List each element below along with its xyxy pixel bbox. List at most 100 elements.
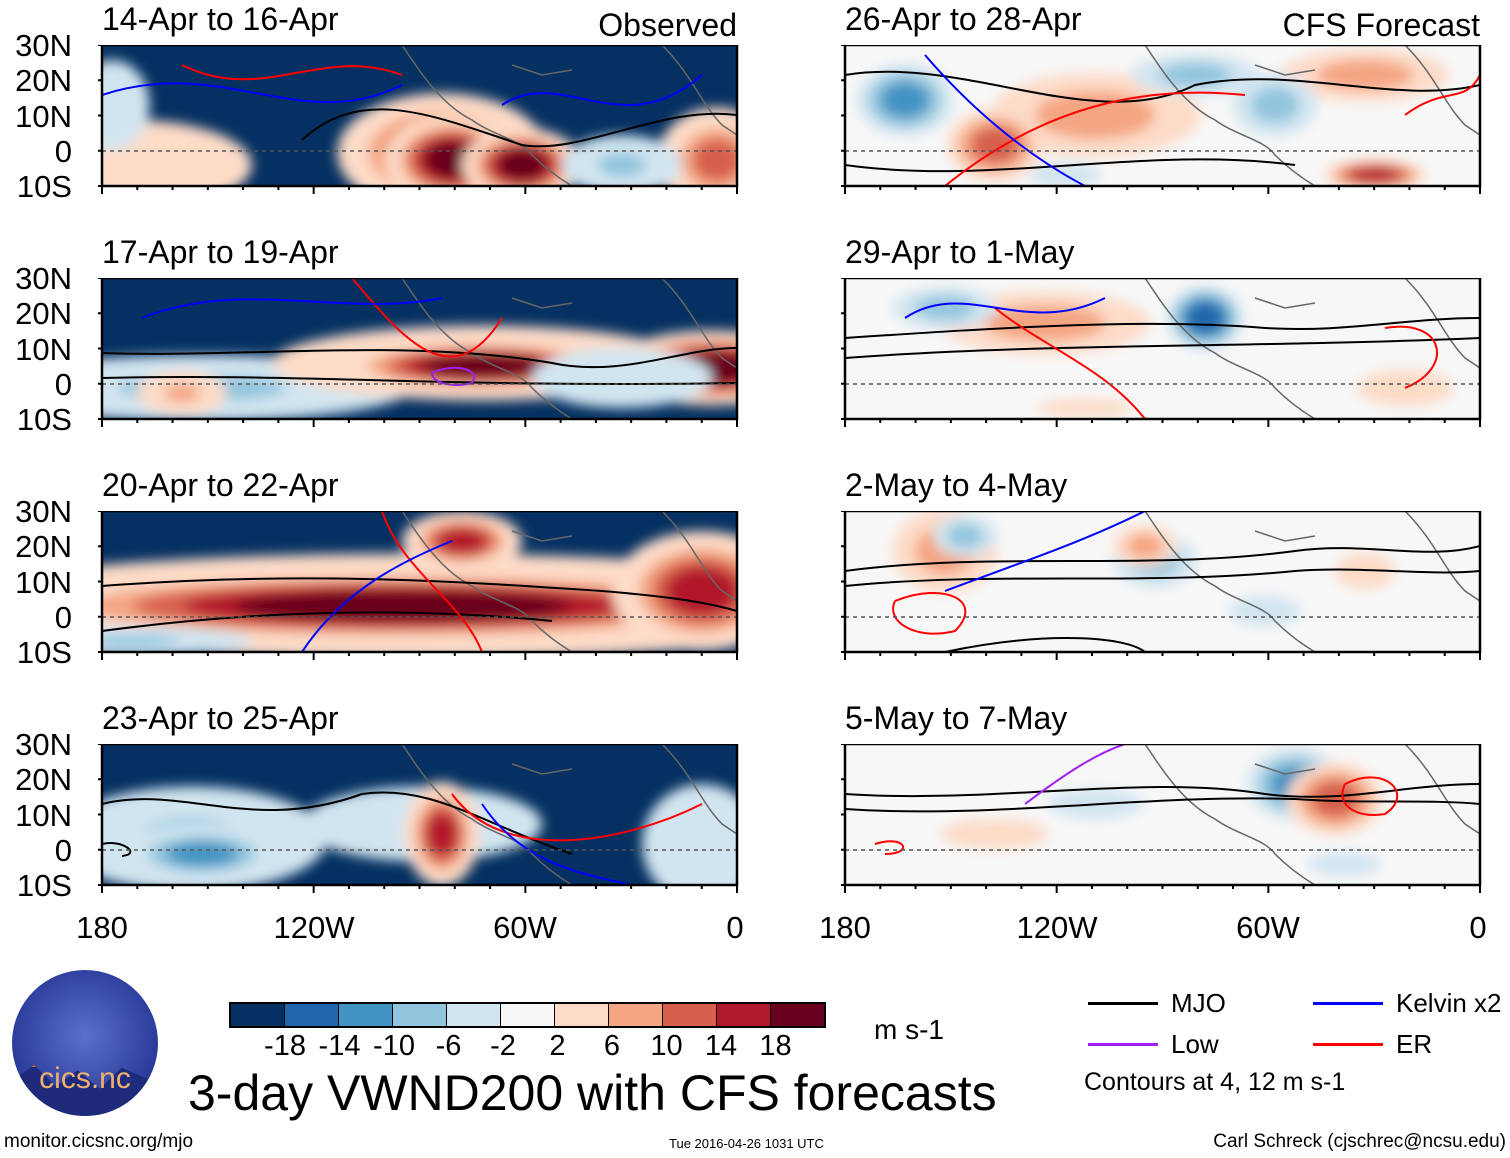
- colorbar-swatch: [663, 1004, 717, 1026]
- panel-title: 2-May to 4-May: [845, 467, 1068, 503]
- heatmap-cell: [1309, 852, 1381, 876]
- y-tick-label: 20N: [15, 762, 72, 798]
- colorbar-swatch: [501, 1004, 555, 1026]
- x-tick-label: 180: [76, 910, 128, 945]
- contour-line: [1384, 325, 1438, 389]
- colorbar-label: -10: [373, 1030, 415, 1062]
- map-panel: [98, 270, 741, 428]
- legend-line-low: [1088, 1043, 1158, 1046]
- contours-note: Contours at 4, 12 m s-1: [1084, 1068, 1346, 1096]
- contour-line: [451, 793, 703, 842]
- heatmap-cell: [947, 524, 983, 548]
- heatmap-cell: [678, 820, 726, 868]
- contour-line: [845, 158, 1296, 173]
- heatmap-cell: [941, 819, 1049, 849]
- heatmap-cell: [164, 384, 200, 402]
- contour-line: [1024, 744, 1126, 805]
- y-tick-label: 30N: [15, 727, 72, 762]
- legend-label: Kelvin x2: [1396, 988, 1502, 1018]
- legend-label: MJO: [1171, 988, 1226, 1018]
- panel-title: 17-Apr to 19-Apr: [102, 234, 339, 270]
- y-tick-label: 30N: [15, 28, 72, 63]
- heatmap-cell: [586, 366, 658, 390]
- heatmap-cell: [498, 150, 546, 180]
- colorbar: [229, 1002, 826, 1028]
- coastline: [401, 744, 737, 885]
- panel-title: 26-Apr to 28-Apr: [845, 1, 1082, 37]
- y-tick-label: 10N: [15, 564, 72, 600]
- heatmap-cell: [693, 139, 737, 181]
- contour-line: [351, 278, 503, 358]
- contour-line: [845, 70, 1480, 103]
- contour-line: [1341, 776, 1399, 816]
- heatmap-cell: [102, 87, 127, 123]
- y-tick-label: 0: [54, 599, 72, 635]
- colorbar-swatch: [447, 1004, 501, 1026]
- colorbar-swatch: [393, 1004, 447, 1026]
- contour-line: [845, 317, 1480, 339]
- panel-title: 23-Apr to 25-Apr: [102, 700, 339, 736]
- vwnd-heatmap: [98, 736, 739, 893]
- coastline: [401, 511, 737, 652]
- coastline: [1144, 45, 1480, 186]
- heatmap-cell: [985, 305, 1105, 341]
- x-tick-label: 0: [726, 910, 744, 945]
- footer-url[interactable]: monitor.cicsnc.org/mjo: [4, 1131, 194, 1152]
- colorbar-swatch: [771, 1004, 824, 1026]
- x-tick-label: 0: [1469, 910, 1487, 945]
- legend-label: Low: [1171, 1029, 1219, 1059]
- contour-line: [431, 366, 475, 386]
- colorbar-label: 6: [603, 1030, 621, 1062]
- contour-line: [481, 803, 633, 885]
- footer-author: Carl Schreck (cjschrec@ncsu.edu): [1213, 1131, 1506, 1152]
- y-tick-label: 10S: [16, 402, 72, 437]
- heatmap-cell: [1311, 781, 1359, 817]
- heatmap-cell: [422, 355, 542, 377]
- map-panel: [841, 270, 1484, 428]
- colorbar-label: -18: [264, 1030, 306, 1062]
- heatmap-cell: [1251, 87, 1299, 123]
- heatmap-cell: [438, 529, 486, 553]
- colorbar-units: m s-1: [874, 1014, 944, 1045]
- heatmap-cell: [1127, 534, 1163, 558]
- y-tick-label: 20N: [15, 296, 72, 332]
- contour-line: [944, 637, 1146, 652]
- logo-text: cics.nc: [39, 1062, 131, 1095]
- contour-line: [141, 297, 443, 319]
- legend-label: ER: [1396, 1029, 1433, 1059]
- contour-line: [102, 82, 403, 104]
- vwnd-heatmap: [98, 270, 739, 427]
- colorbar-swatch: [231, 1004, 285, 1026]
- y-tick-label: 10N: [15, 98, 72, 134]
- contour-line: [845, 337, 1480, 359]
- footer-timestamp: Tue 2016-04-26 1031 UTC: [669, 1136, 824, 1151]
- x-tick-label: 120W: [273, 910, 355, 945]
- contour-line: [924, 54, 1086, 186]
- heatmap-cell: [1037, 399, 1133, 417]
- y-tick-label: 0: [54, 832, 72, 868]
- y-tick-label: 30N: [15, 261, 72, 296]
- y-tick-label: 0: [54, 366, 72, 402]
- map-panel: [841, 503, 1484, 661]
- heatmap-cell: [1351, 167, 1399, 183]
- contour-line: [501, 74, 703, 106]
- heatmap-cell: [102, 147, 180, 183]
- x-tick-label: 60W: [493, 910, 557, 945]
- colorbar-label: 10: [650, 1030, 683, 1062]
- colorbar-label: 2: [549, 1030, 566, 1062]
- map-panel: [98, 736, 741, 894]
- map-panel: [841, 37, 1484, 195]
- contour-line: [994, 307, 1146, 419]
- vwnd-heatmap: [98, 503, 739, 660]
- contour-line: [102, 577, 737, 612]
- coastline: [1144, 278, 1480, 419]
- contour-line: [874, 840, 905, 855]
- x-tick-label: 60W: [1236, 910, 1300, 945]
- panel-title: 5-May to 7-May: [845, 700, 1068, 736]
- contour-line: [892, 592, 967, 635]
- contour-line: [381, 511, 483, 652]
- vwnd-heatmap: [841, 503, 1482, 660]
- panel-title: 29-Apr to 1-May: [845, 234, 1075, 270]
- heatmap-cell: [971, 127, 1019, 163]
- contour-line: [845, 568, 1480, 587]
